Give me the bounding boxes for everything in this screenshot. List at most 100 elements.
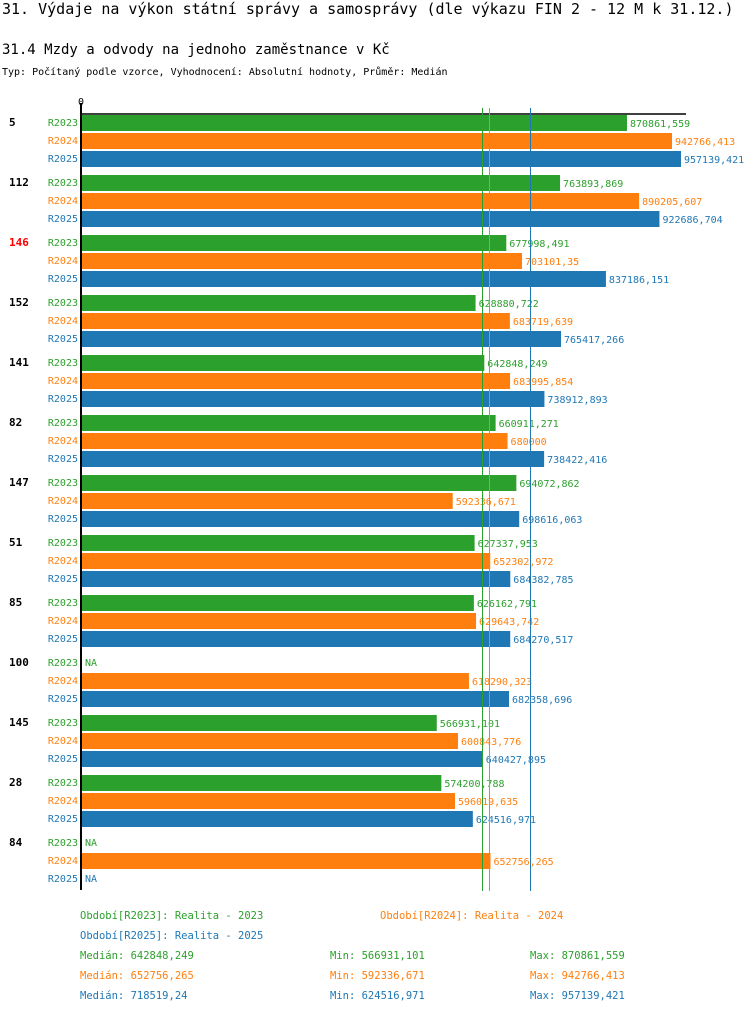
stat-median-r2023: Medián: 642848,249 bbox=[80, 950, 194, 962]
series-label: R2024 bbox=[48, 196, 78, 207]
bar bbox=[82, 475, 517, 491]
x-tick-label: 0 bbox=[78, 97, 84, 108]
series-label: R2023 bbox=[48, 778, 78, 789]
group-label: 145 bbox=[9, 716, 29, 729]
bar bbox=[82, 331, 562, 347]
series-label: R2023 bbox=[48, 838, 78, 849]
series-label: R2025 bbox=[48, 334, 78, 345]
group-label: 146 bbox=[9, 236, 29, 249]
series-label: R2024 bbox=[48, 436, 78, 447]
series-label: R2024 bbox=[48, 736, 78, 747]
data-label: 922686,704 bbox=[662, 215, 722, 226]
series-label: R2024 bbox=[48, 496, 78, 507]
series-label: R2023 bbox=[48, 718, 78, 729]
group-label: 51 bbox=[9, 536, 23, 549]
data-label: 703101,35 bbox=[525, 257, 579, 268]
stat-min-r2025: Min: 624516,971 bbox=[330, 990, 425, 1002]
bar bbox=[82, 511, 520, 527]
data-label: 574200,788 bbox=[444, 779, 504, 790]
data-label: 683995,854 bbox=[513, 377, 573, 388]
series-label: R2023 bbox=[48, 598, 78, 609]
chart-meta: Typ: Počítaný podle vzorce, Vyhodnocení:… bbox=[2, 67, 448, 78]
data-label-na: NA bbox=[85, 658, 97, 669]
group-label: 112 bbox=[9, 176, 29, 189]
series-label: R2024 bbox=[48, 796, 78, 807]
stat-median-r2024: Medián: 652756,265 bbox=[80, 970, 194, 982]
data-label: 628880,722 bbox=[479, 299, 539, 310]
bar bbox=[82, 673, 469, 689]
series-label: R2024 bbox=[48, 136, 78, 147]
data-label: 957139,421 bbox=[684, 155, 744, 166]
series-label: R2024 bbox=[48, 316, 78, 327]
series-label: R2023 bbox=[48, 238, 78, 249]
bar bbox=[82, 793, 456, 809]
bar bbox=[82, 715, 437, 731]
group-label: 82 bbox=[9, 416, 22, 429]
bar bbox=[82, 133, 673, 149]
data-label: 629643,742 bbox=[479, 617, 539, 628]
data-label: 640427,895 bbox=[486, 755, 546, 766]
data-label: 890205,607 bbox=[642, 197, 702, 208]
bar bbox=[82, 115, 628, 131]
series-label: R2024 bbox=[48, 676, 78, 687]
data-label: 763893,869 bbox=[563, 179, 623, 190]
series-label: R2025 bbox=[48, 394, 78, 405]
data-label: 837186,151 bbox=[609, 275, 669, 286]
stat-max-r2025: Max: 957139,421 bbox=[530, 990, 625, 1002]
stat-max-r2024: Max: 942766,413 bbox=[530, 970, 625, 982]
series-label: R2025 bbox=[48, 214, 78, 225]
bar bbox=[82, 391, 545, 407]
data-label: 698616,063 bbox=[522, 515, 582, 526]
bar bbox=[82, 211, 660, 227]
series-label: R2025 bbox=[48, 514, 78, 525]
series-label: R2025 bbox=[48, 694, 78, 705]
series-label: R2025 bbox=[48, 814, 78, 825]
page-title: 31. Výdaje na výkon státní správy a samo… bbox=[2, 0, 734, 18]
group-label: 85 bbox=[9, 596, 22, 609]
series-label: R2024 bbox=[48, 616, 78, 627]
group-label: 152 bbox=[9, 296, 29, 309]
data-label: 596019,635 bbox=[458, 797, 518, 808]
data-label: 765417,266 bbox=[564, 335, 624, 346]
data-label: 677998,491 bbox=[509, 239, 569, 250]
bar bbox=[82, 631, 511, 647]
bar bbox=[82, 775, 442, 791]
series-label: R2025 bbox=[48, 274, 78, 285]
data-label: 626162,791 bbox=[477, 599, 537, 610]
series-label: R2023 bbox=[48, 298, 78, 309]
legend-r2023: Období[R2023]: Realita - 2023 bbox=[80, 910, 264, 922]
chart-title: 31.4 Mzdy a odvody na jednoho zaměstnanc… bbox=[2, 42, 390, 58]
bar bbox=[82, 355, 485, 371]
data-label: 694072,862 bbox=[519, 479, 579, 490]
series-label: R2025 bbox=[48, 574, 78, 585]
data-label: 660911,271 bbox=[499, 419, 559, 430]
group-label: 100 bbox=[9, 656, 29, 669]
data-label-na: NA bbox=[85, 874, 97, 885]
bar bbox=[82, 151, 681, 167]
bar bbox=[82, 295, 476, 311]
data-label: 652302,972 bbox=[493, 557, 553, 568]
group-label: 28 bbox=[9, 776, 22, 789]
legend-r2025: Období[R2025]: Realita - 2025 bbox=[80, 930, 264, 942]
data-label: 738912,893 bbox=[547, 395, 607, 406]
bar bbox=[82, 691, 510, 707]
data-label: 738422,416 bbox=[547, 455, 607, 466]
data-label: 942766,413 bbox=[675, 137, 735, 148]
bar bbox=[82, 373, 511, 389]
bar bbox=[82, 175, 561, 191]
bar bbox=[82, 553, 491, 569]
bar bbox=[82, 313, 510, 329]
data-label: 680000 bbox=[511, 437, 547, 448]
series-label: R2023 bbox=[48, 118, 78, 129]
bar bbox=[82, 571, 511, 587]
data-label: 627337,953 bbox=[478, 539, 538, 550]
series-label: R2023 bbox=[48, 658, 78, 669]
bar bbox=[82, 535, 475, 551]
bar bbox=[82, 613, 477, 629]
data-label: 682358,696 bbox=[512, 695, 572, 706]
legend-r2024: Období[R2024]: Realita - 2024 bbox=[380, 910, 564, 922]
group-label: 141 bbox=[9, 356, 29, 369]
series-label: R2024 bbox=[48, 856, 78, 867]
data-label: 684270,517 bbox=[513, 635, 573, 646]
